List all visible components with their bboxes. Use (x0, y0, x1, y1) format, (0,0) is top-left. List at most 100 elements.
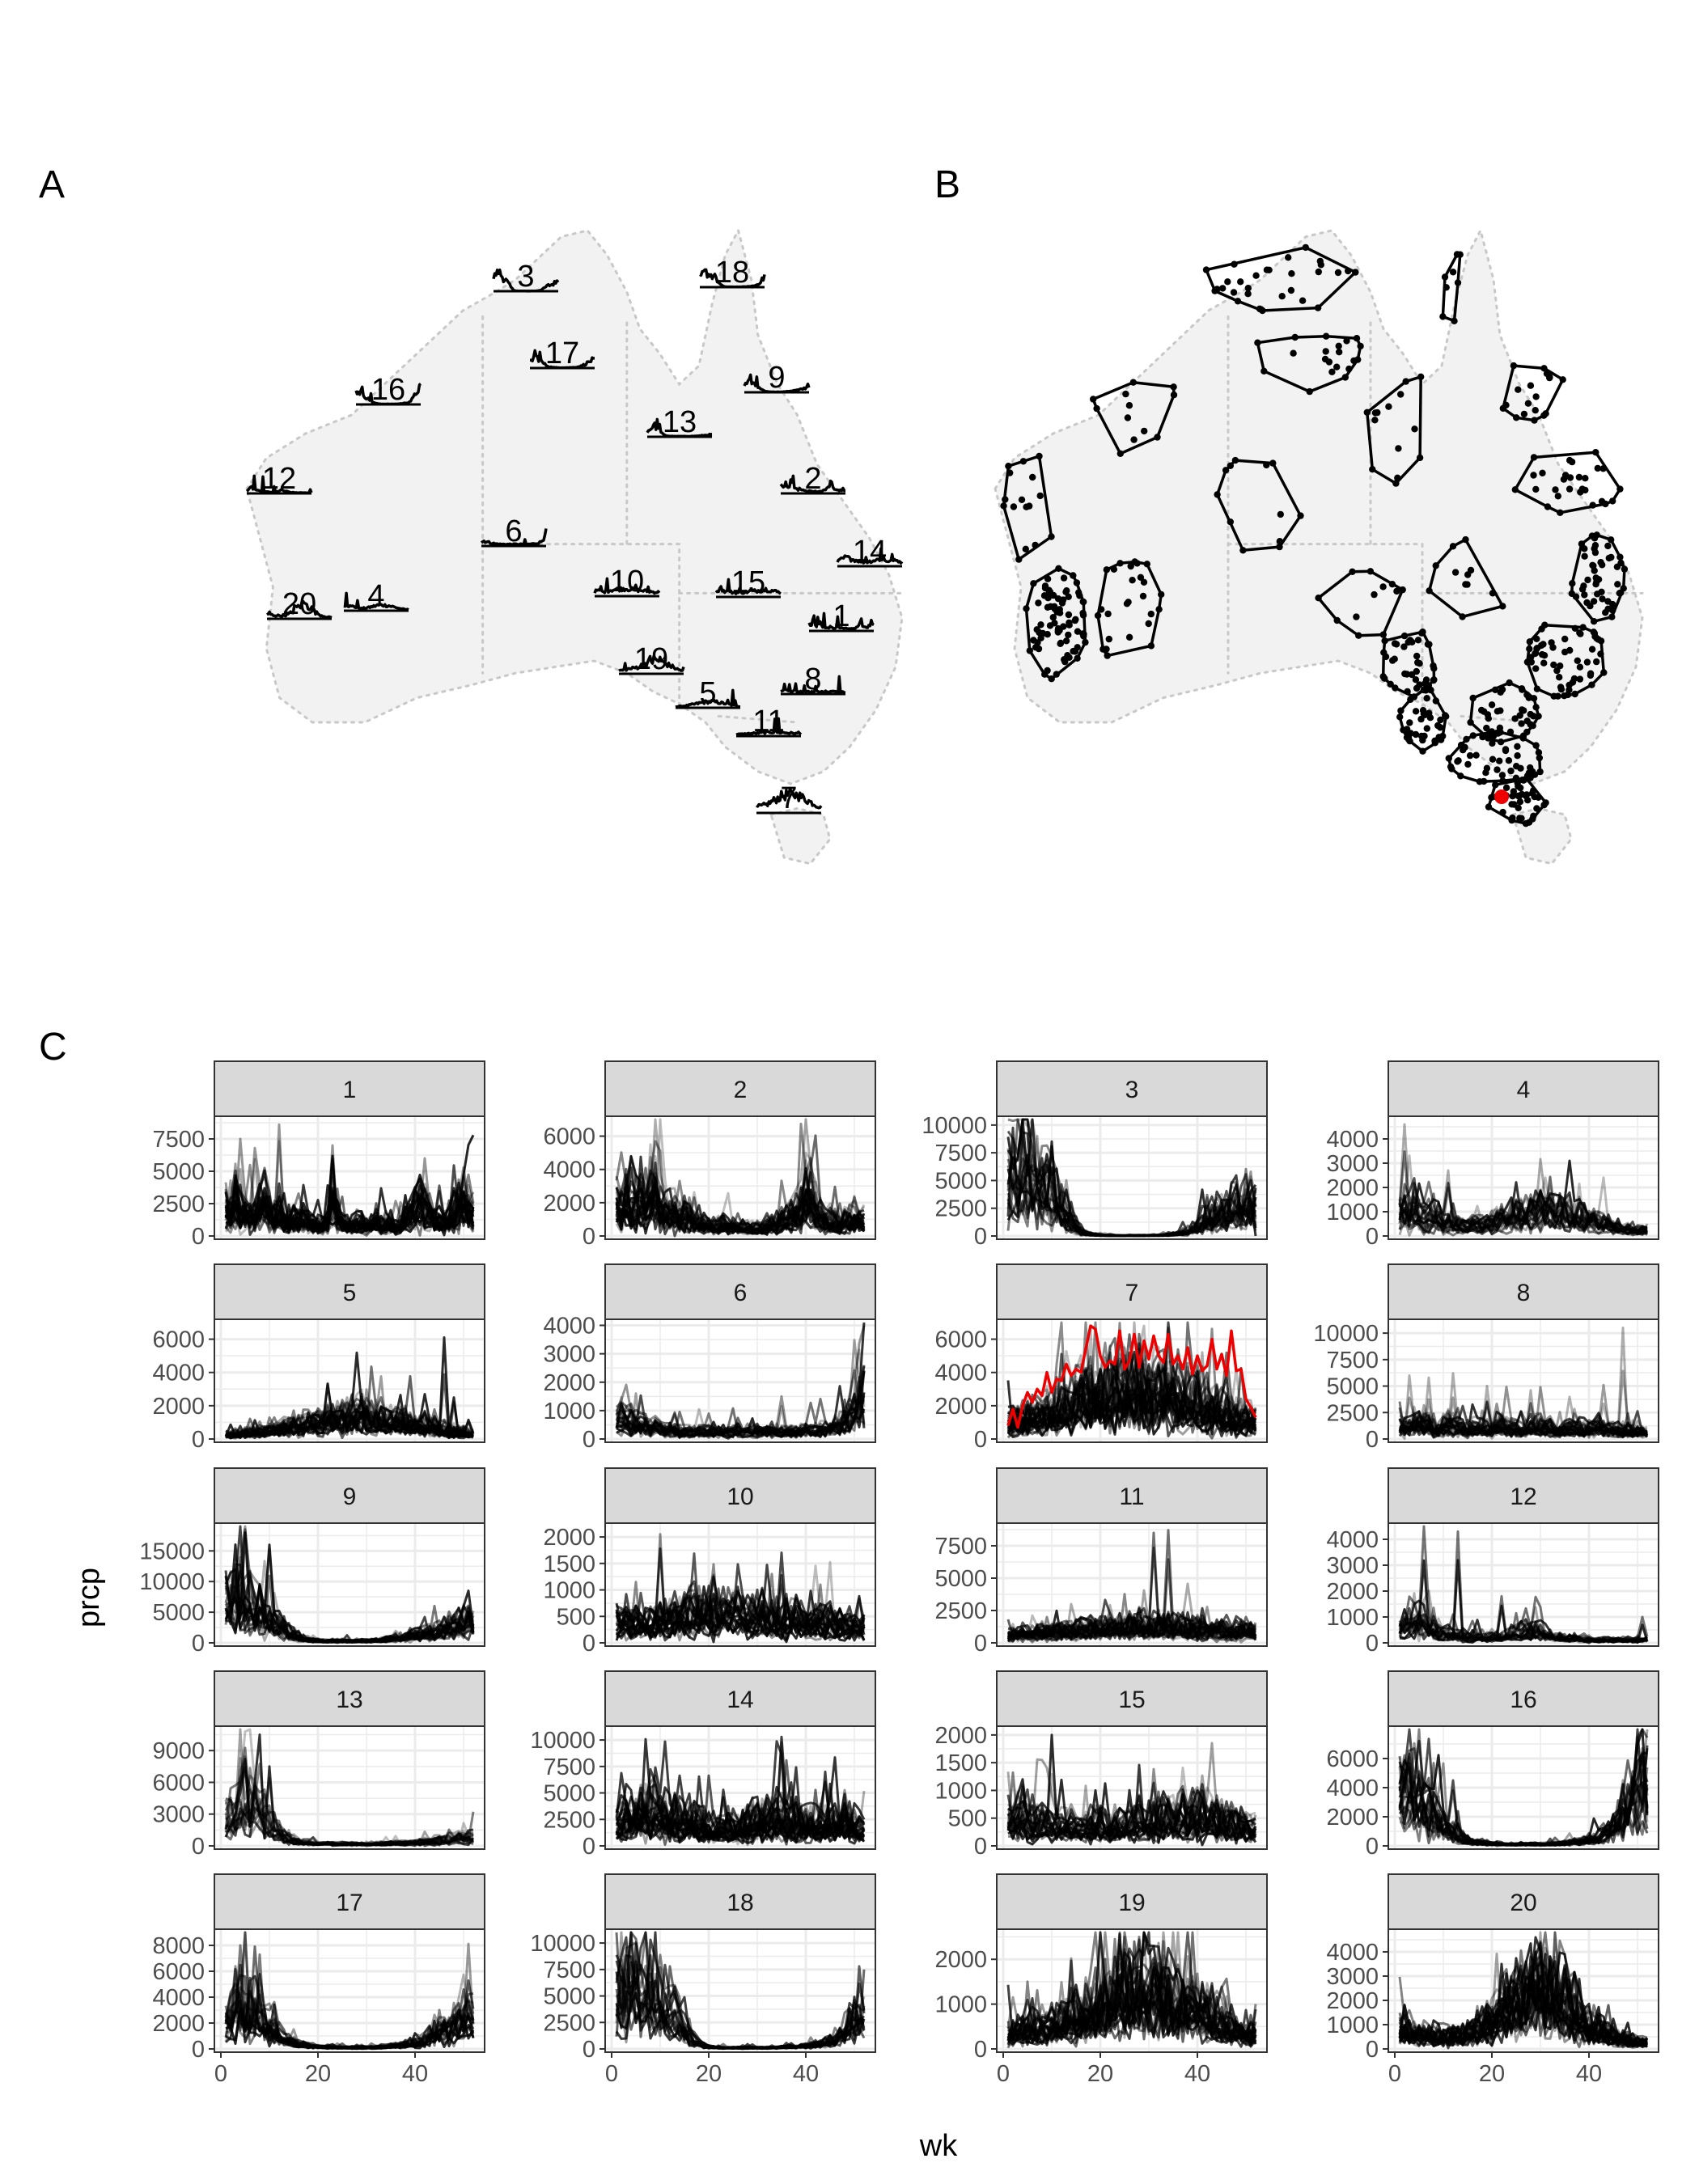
station-point (1542, 410, 1549, 417)
station-point (1385, 403, 1392, 410)
station-point (1082, 638, 1089, 646)
station-point (1352, 269, 1359, 276)
station-point (1071, 616, 1079, 624)
x-tick-label: 40 (1576, 2061, 1602, 2087)
y-tick-label: 0 (583, 1224, 595, 1250)
station-point (1202, 266, 1210, 273)
series-line (1007, 1931, 1257, 2047)
facet-strip (214, 1060, 485, 1117)
station-point (1523, 728, 1531, 736)
station-point (1469, 694, 1477, 702)
station-point (1400, 643, 1408, 650)
station-point (1605, 554, 1613, 562)
station-point (1529, 815, 1536, 823)
station-point (1523, 658, 1532, 666)
facet-strip-label: 18 (727, 1890, 753, 1916)
station-point (1065, 631, 1072, 639)
station-point (1576, 629, 1583, 637)
x-tick-label: 20 (696, 2061, 722, 2087)
y-tick-label: 7500 (934, 1534, 987, 1560)
station-point (1035, 599, 1042, 607)
series-line (615, 1784, 866, 1839)
x-axis-title: wk (919, 2129, 958, 2163)
station-point (1494, 730, 1502, 737)
station-point (1116, 560, 1124, 567)
station-point (1366, 568, 1375, 575)
station-point (1059, 596, 1067, 603)
glyph-line-11 (735, 717, 803, 736)
y-tick-label: 2000 (1326, 1988, 1379, 2014)
station-point (1467, 718, 1474, 726)
y-tick-label: 1500 (543, 1551, 595, 1577)
station-point (1508, 801, 1515, 808)
series-line (615, 1375, 866, 1438)
station-point (1396, 713, 1404, 721)
y-tick-label: 500 (557, 1604, 595, 1630)
station-point (1602, 609, 1609, 616)
station-point (1048, 675, 1055, 683)
station-point (1124, 414, 1132, 421)
station-point (1355, 632, 1362, 639)
station-point (1254, 339, 1261, 346)
facet-strip (1388, 1060, 1659, 1117)
facet-19: 19 0 1000 2000 0 20 40 (934, 1873, 1268, 2087)
station-point (1239, 547, 1247, 554)
station-point (1104, 610, 1112, 618)
station-point (1594, 464, 1602, 472)
map-a-label-8: 8 (804, 662, 821, 696)
station-point (1505, 757, 1513, 764)
station-point (1044, 575, 1052, 582)
station-point (1533, 805, 1540, 812)
y-tick-label: 0 (1366, 1224, 1379, 1250)
station-point (1244, 290, 1252, 298)
station-point (1063, 587, 1070, 595)
facet-strip (996, 1060, 1268, 1117)
station-point (1105, 635, 1113, 643)
station-point (1397, 391, 1405, 398)
facet-11: 11 0 2500 5000 7500 (934, 1467, 1268, 1657)
glyph-line-1 (807, 612, 875, 631)
cluster-hull (1091, 380, 1176, 455)
map-a-label-4: 4 (367, 579, 384, 613)
station-point (1090, 396, 1097, 403)
glyph-line-6 (480, 528, 548, 547)
series-line (1006, 1351, 1257, 1437)
series-line (615, 1191, 866, 1235)
map-a-label-10: 10 (610, 565, 644, 599)
station-point (1540, 652, 1549, 659)
station-point (1297, 512, 1304, 519)
y-tick-label: 6000 (152, 1770, 205, 1796)
station-point (1616, 553, 1624, 561)
station-point (1125, 599, 1132, 606)
glyph-line-20 (266, 599, 333, 620)
series-line (1006, 1615, 1256, 1640)
station-point (1518, 720, 1525, 727)
station-point (1402, 378, 1409, 385)
station-point (1288, 270, 1295, 277)
series-line (1007, 1627, 1256, 1644)
facet-strip-label: 10 (727, 1484, 753, 1510)
station-point (1322, 332, 1330, 340)
facet-strip-label: 4 (1517, 1077, 1531, 1103)
station-point (1469, 732, 1477, 739)
y-tick-label: 2000 (543, 1525, 595, 1551)
y-tick-label: 1000 (1326, 1200, 1379, 1225)
station-point (1454, 279, 1462, 286)
station-point (1441, 273, 1449, 281)
y-tick-label: 5000 (152, 1600, 205, 1626)
y-tick-label: 1000 (543, 1578, 595, 1604)
station-point (1578, 540, 1586, 548)
station-point (1557, 684, 1565, 691)
station-point (1524, 797, 1532, 804)
station-point (1379, 631, 1388, 638)
station-point (1426, 714, 1434, 722)
y-tick-label: 1000 (934, 1778, 987, 1804)
y-tick-label: 5000 (543, 1984, 595, 2010)
y-tick-label: 2000 (1326, 1175, 1379, 1201)
station-point (1098, 606, 1105, 613)
station-point (1481, 708, 1488, 715)
station-point (1010, 503, 1018, 510)
station-point (1548, 639, 1555, 646)
station-point (1451, 317, 1458, 324)
